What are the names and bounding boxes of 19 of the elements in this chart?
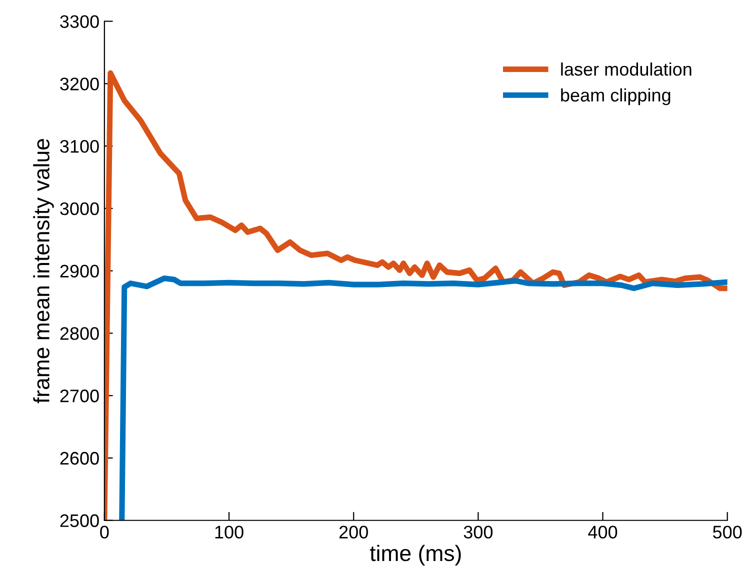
y-tick-label: 3000 (60, 202, 99, 216)
y-tick-label: 2600 (60, 452, 99, 465)
x-tick-label: 300 (464, 526, 493, 538)
x-tick-label: 400 (588, 526, 618, 538)
x-tick-label: 0 (100, 526, 109, 538)
x-tick-label: 100 (215, 526, 244, 538)
legend-label: beam clipping (561, 88, 670, 106)
y-tick-label: 2700 (60, 390, 99, 402)
y-tick-label: 3100 (60, 140, 99, 153)
y-tick-label: 2500 (60, 514, 99, 528)
y-tick-label: 2900 (60, 264, 99, 278)
y-tick-label: 3200 (60, 78, 99, 90)
legend-label: laser modulation (561, 62, 692, 76)
y-axis-title: frame mean intensity value (33, 139, 54, 404)
x-tick-label: 500 (713, 526, 742, 538)
x-axis-title: time (ms) (370, 544, 461, 566)
x-tick-label: 200 (339, 526, 368, 538)
y-tick-label: 2800 (60, 327, 99, 340)
y-tick-label: 3300 (60, 15, 99, 28)
